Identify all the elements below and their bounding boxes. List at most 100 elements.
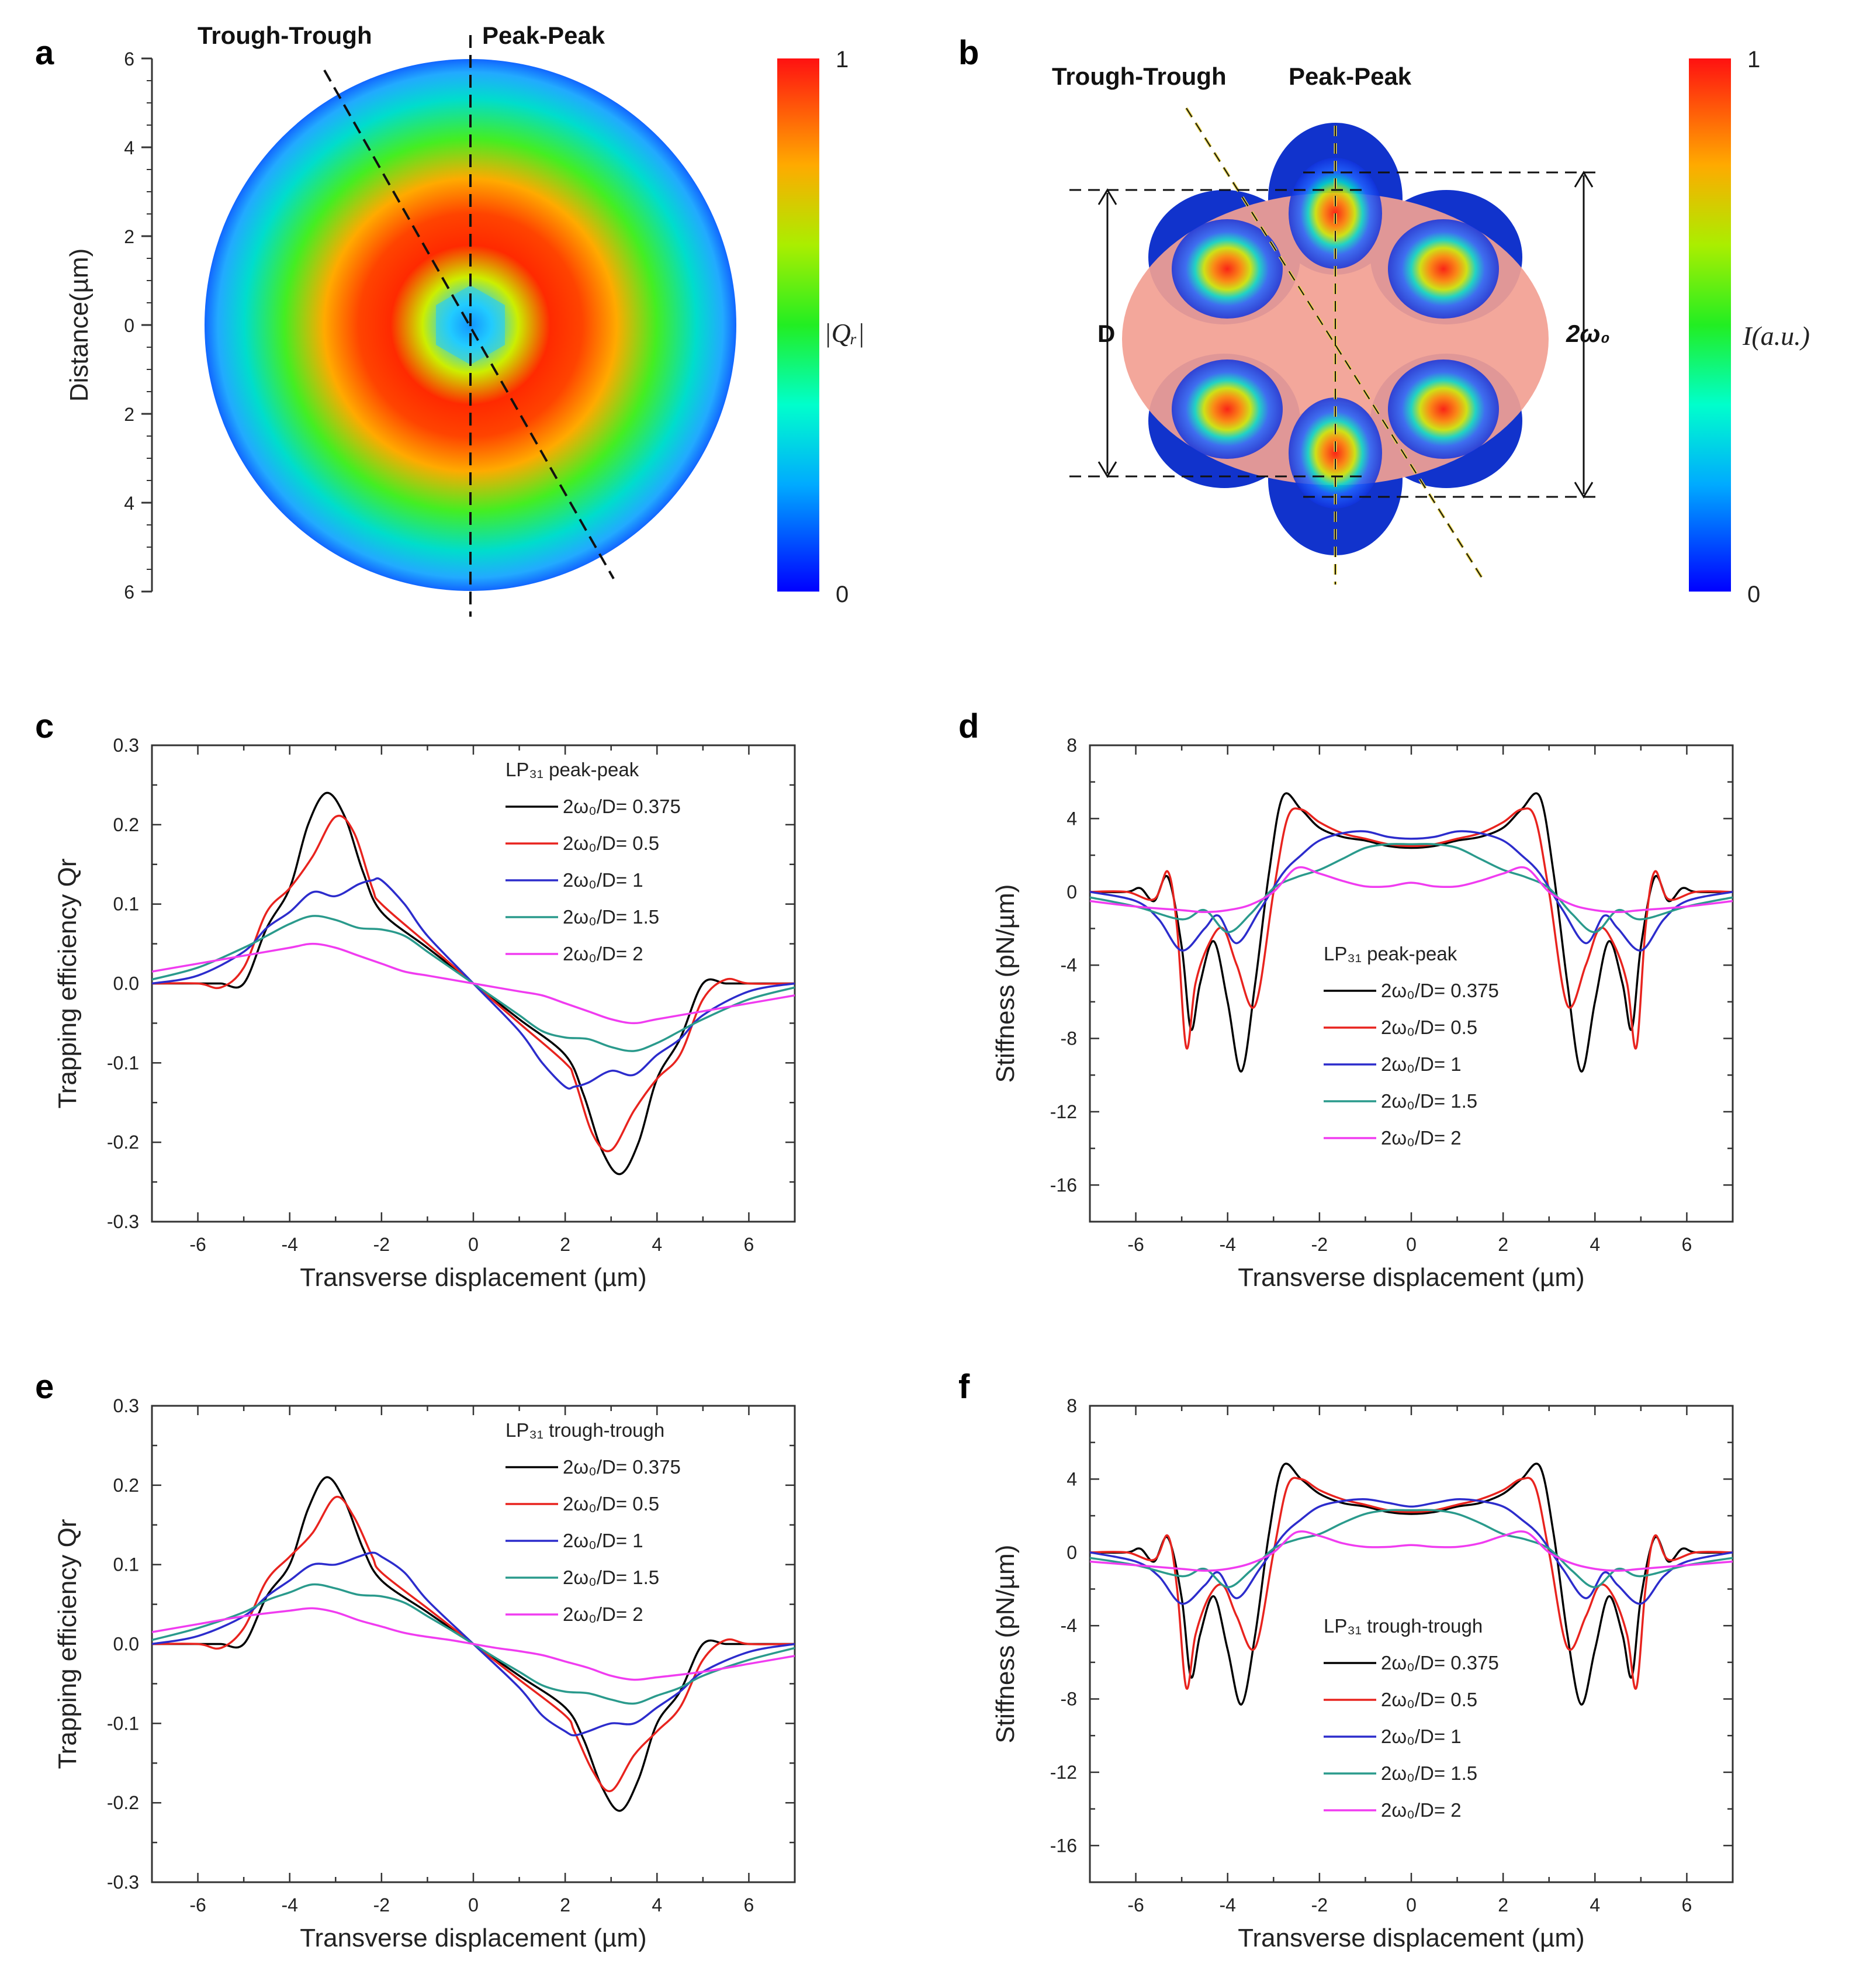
lobe (1388, 219, 1499, 319)
trough-trough-label: Trough-Trough (198, 22, 372, 49)
y-tick-label: 0.0 (113, 1634, 139, 1655)
panel-letter: a (35, 34, 54, 72)
x-tick-label: 2 (560, 1894, 570, 1916)
x-tick-label: -6 (1127, 1234, 1144, 1255)
y-tick-label: -16 (1050, 1835, 1077, 1856)
y-tick-label: -8 (1061, 1028, 1077, 1049)
y-tick-label: -8 (1061, 1689, 1077, 1710)
series-line (1090, 830, 1733, 952)
y-tick-label: 4 (1067, 808, 1077, 829)
colorbar-max: 1 (836, 47, 849, 72)
y-axis-title: Trapping efficiency Qr (53, 1519, 82, 1769)
legend-entry: 2ω₀/D= 0.375 (563, 796, 681, 817)
colorbar (1689, 58, 1731, 592)
lobe (1388, 359, 1499, 459)
x-tick-label: -4 (281, 1894, 297, 1916)
lobe (1172, 359, 1283, 459)
x-tick-label: 2 (560, 1234, 570, 1255)
x-tick-label: 0 (468, 1234, 479, 1255)
y-axis-title: Stiffness (pN/µm) (991, 1545, 1020, 1744)
chart-d: -6 -4 -2 0 2 4 6 -16 -12 -8 -4 0 4 8 Transverse displa… (991, 735, 1734, 1292)
series-line (1090, 1530, 1733, 1572)
panel-letter: d (958, 707, 979, 745)
y-tick-label: 0 (1067, 881, 1077, 903)
series-group (1090, 792, 1733, 1073)
beam-width-label: 2ω₀ (1566, 320, 1610, 347)
colorbar-min: 0 (1747, 582, 1760, 607)
series-line (1090, 792, 1733, 1073)
legend-entry: 2ω₀/D= 1 (563, 1530, 643, 1551)
x-tick-label: 6 (744, 1234, 754, 1255)
y-axis-title: Stiffness (pN/µm) (991, 884, 1020, 1083)
y-tick-label: -12 (1050, 1762, 1077, 1783)
x-tick-label: 2 (1498, 1234, 1508, 1255)
trough-trough-line (323, 70, 615, 579)
lobe (1172, 219, 1283, 319)
legend-entry: 2ω₀/D= 0.5 (563, 832, 659, 854)
y-axis-title: Trapping efficiency Qr (53, 859, 82, 1109)
y-tick-label: -0.1 (107, 1713, 139, 1734)
y-tick-label: -12 (1050, 1101, 1077, 1122)
x-tick-label: 4 (652, 1894, 662, 1916)
peak-peak-label: Peak-Peak (1289, 63, 1412, 90)
x-tick-label: 6 (1682, 1234, 1692, 1255)
x-tick-label: -6 (189, 1234, 206, 1255)
y-axis-title: Distance(µm) (65, 248, 94, 402)
trough-trough-line-dark (1186, 108, 1485, 582)
legend-entry: 2ω₀/D= 1 (1381, 1726, 1462, 1747)
legend-entry: 2ω₀/D= 0.375 (1381, 1652, 1499, 1674)
y-tick-label: -0.3 (107, 1872, 139, 1893)
legend: LP₃₁ trough-trough 2ω₀/D= 0.375 2ω₀/D= 0.5… (505, 1419, 681, 1625)
w-arrow-head (1574, 482, 1594, 499)
y-tick-label: 4 (124, 137, 134, 158)
peak-peak-label: Peak-Peak (482, 22, 605, 49)
panel-letter: e (35, 1368, 54, 1406)
chart-e: -6 -4 -2 0 2 4 6 -0.3 -0.2 -0.1 0.0 0.1 0.2 0.3 Transv… (53, 1395, 796, 1952)
series-line (1090, 1509, 1733, 1589)
colorbar-label: |Qᵣ| (824, 318, 865, 348)
y-tick-label: 4 (124, 493, 134, 514)
y-tick-label: -0.3 (107, 1211, 139, 1232)
y-tick-label: -4 (1061, 1615, 1077, 1636)
legend-entry: 2ω₀/D= 0.5 (1381, 1017, 1477, 1038)
y-tick-label: -0.2 (107, 1792, 139, 1813)
panel-letter: f (958, 1368, 970, 1406)
x-tick-label: 0 (468, 1894, 479, 1916)
series-group (1090, 1463, 1733, 1706)
legend-entry: 2ω₀/D= 1 (1381, 1053, 1462, 1075)
y-tick-label: 6 (124, 582, 134, 603)
legend-entry: 2ω₀/D= 2 (1381, 1799, 1462, 1821)
legend-entry: 2ω₀/D= 1 (563, 869, 643, 891)
x-tick-label: -2 (1311, 1894, 1328, 1916)
x-tick-label: -2 (373, 1234, 390, 1255)
legend-title: LP₃₁ trough-trough (1324, 1615, 1483, 1637)
x-tick-label: -4 (1219, 1234, 1235, 1255)
legend-entry: 2ω₀/D= 1.5 (1381, 1090, 1477, 1112)
legend-entry: 2ω₀/D= 0.5 (563, 1493, 659, 1515)
y-tick-label: 4 (1067, 1468, 1077, 1489)
legend-entry: 2ω₀/D= 1.5 (563, 1567, 659, 1588)
y-tick-label: -16 (1050, 1174, 1077, 1195)
panel-a: a Trough-Trough Peak-Peak 6 4 2 0 2 4 6 Distan… (35, 22, 865, 617)
series-line (1090, 843, 1733, 934)
y-tick-label: 0.3 (113, 1395, 139, 1416)
x-tick-label: -2 (1311, 1234, 1328, 1255)
series-line (1090, 1498, 1733, 1605)
y-tick-label: 2 (124, 226, 134, 247)
y-tick-label: 0 (124, 315, 134, 336)
y-tick-label: 2 (124, 404, 134, 425)
legend-entry: 2ω₀/D= 0.375 (1381, 980, 1499, 1001)
colorbar (777, 58, 819, 592)
d-arrow-head (1097, 461, 1117, 478)
legend-title: LP₃₁ peak-peak (505, 759, 639, 780)
colorbar-label: I(a.u.) (1742, 321, 1810, 351)
series-line (1090, 807, 1733, 1050)
x-tick-label: 0 (1406, 1894, 1417, 1916)
y-tick-label: -0.1 (107, 1052, 139, 1073)
x-tick-label: 4 (652, 1234, 662, 1255)
colorbar-min: 0 (836, 582, 849, 607)
y-tick-label: 8 (1067, 735, 1077, 756)
lobe (1289, 397, 1382, 509)
legend-entry: 2ω₀/D= 0.375 (563, 1456, 681, 1478)
